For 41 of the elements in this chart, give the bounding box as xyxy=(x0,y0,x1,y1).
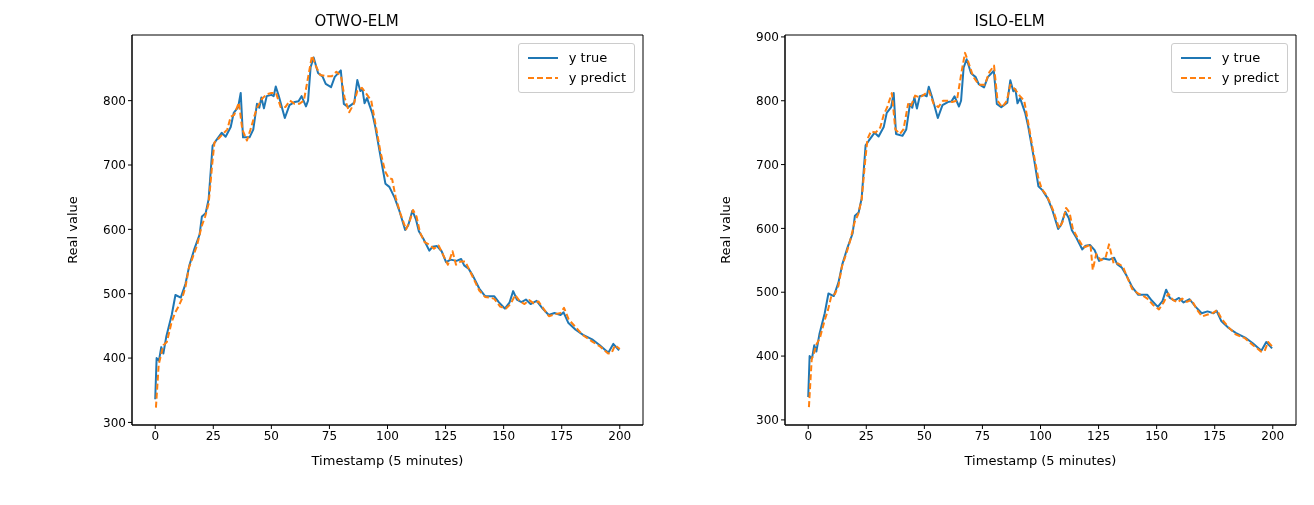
x-tick-label: 100 xyxy=(1029,428,1052,443)
legend-label: y true xyxy=(568,49,608,67)
x-tick-label: 200 xyxy=(608,428,632,443)
y-tick-label: 400 xyxy=(756,349,779,364)
x-tick-label: 150 xyxy=(492,428,516,443)
y-tick-label: 900 xyxy=(756,30,779,45)
legend-label: y predict xyxy=(1221,69,1279,87)
y-tick-label: 300 xyxy=(103,415,126,430)
x-tick-label: 175 xyxy=(550,428,574,443)
x-tick-label: 125 xyxy=(1087,428,1111,443)
x-tick-label: 50 xyxy=(263,428,279,443)
x-tick-label: 25 xyxy=(205,428,221,443)
y-tick-label: 500 xyxy=(756,285,779,300)
y-tick-label: 300 xyxy=(756,413,779,428)
x-tick-label: 100 xyxy=(376,428,399,443)
y-tick-label: 500 xyxy=(103,286,126,301)
x-axis-title: Timestamp (5 minutes) xyxy=(310,453,464,468)
legend-label: y true xyxy=(1221,49,1261,67)
y-axis-title: Real value xyxy=(717,196,733,264)
x-tick-label: 75 xyxy=(321,428,338,443)
x-tick-label: 0 xyxy=(804,428,813,443)
y-tick-label: 700 xyxy=(103,158,126,173)
x-tick-label: 50 xyxy=(916,428,932,443)
x-tick-label: 125 xyxy=(434,428,458,443)
chart-title: OTWO-ELM xyxy=(313,12,400,30)
y-tick-label: 700 xyxy=(756,157,779,172)
y-axis-title: Real value xyxy=(64,196,80,264)
x-tick-label: 25 xyxy=(858,428,874,443)
legend-label: y predict xyxy=(568,69,626,87)
x-axis-title: Timestamp (5 minutes) xyxy=(963,453,1117,468)
y-tick-label: 800 xyxy=(756,94,779,108)
x-tick-label: 150 xyxy=(1145,428,1169,443)
y-tick-label: 600 xyxy=(756,221,779,236)
y-tick-label: 600 xyxy=(103,222,126,237)
x-tick-label: 175 xyxy=(1203,428,1227,443)
y-tick-label: 800 xyxy=(103,93,126,108)
chart-title: ISLO-ELM xyxy=(973,12,1046,30)
x-tick-label: 75 xyxy=(974,428,991,443)
x-tick-label: 200 xyxy=(1261,428,1285,443)
y-tick-label: 400 xyxy=(103,351,126,366)
x-tick-label: 0 xyxy=(151,428,160,443)
